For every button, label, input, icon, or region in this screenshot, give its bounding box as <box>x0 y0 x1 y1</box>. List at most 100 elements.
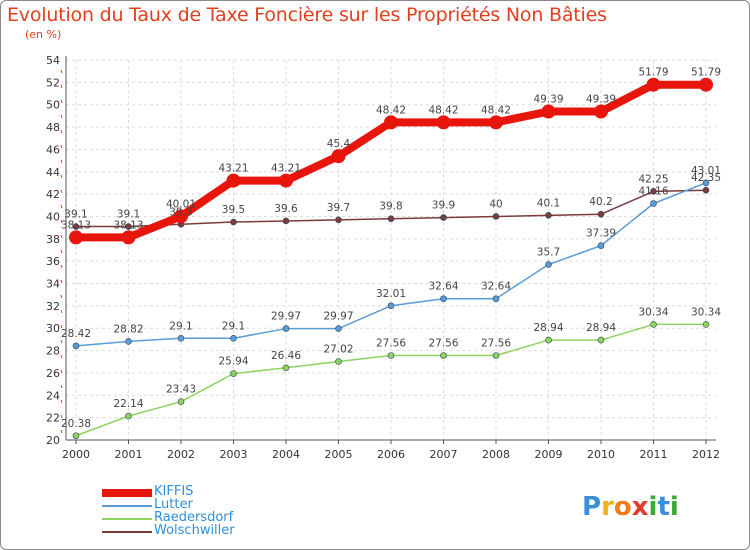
data-label-kiffis: 51.79 <box>638 67 668 79</box>
axis-accent <box>60 189 63 194</box>
axis-accent <box>60 324 63 329</box>
data-label-wolschwiller: 40.1 <box>537 197 560 209</box>
axis-accent <box>60 294 63 299</box>
data-label-raedersdorf: 25.94 <box>218 356 248 368</box>
data-label-kiffis: 43.21 <box>218 163 248 175</box>
logo-letter: o <box>613 492 632 522</box>
data-point-raedersdorf <box>597 336 605 344</box>
axis-accent <box>60 234 63 239</box>
y-tick-label: 32 <box>46 300 60 313</box>
data-point-kiffis <box>279 173 293 188</box>
data-point-lutter <box>492 295 500 303</box>
legend-item-raedersdorf: Raedersdorf <box>102 510 302 527</box>
data-point-lutter <box>177 334 185 342</box>
data-label-raedersdorf: 20.38 <box>61 418 91 430</box>
data-label-wolschwiller: 40.2 <box>589 196 612 208</box>
axis-accent <box>60 429 63 434</box>
data-label-lutter: 28.42 <box>61 328 91 340</box>
y-tick-label: 42 <box>46 188 60 201</box>
legend-swatch <box>102 518 152 520</box>
data-point-wolschwiller <box>597 210 605 218</box>
legend-label: Wolschwiller <box>154 523 235 538</box>
logo-letter: i <box>648 492 658 522</box>
data-label-lutter: 29.1 <box>169 320 192 332</box>
data-label-kiffis: 48.42 <box>428 104 458 116</box>
data-point-raedersdorf <box>72 432 80 440</box>
data-label-kiffis: 38.13 <box>113 219 143 231</box>
data-point-wolschwiller <box>387 215 395 223</box>
data-label-raedersdorf: 26.46 <box>271 350 301 362</box>
data-label-kiffis: 48.42 <box>376 104 406 116</box>
data-label-lutter: 37.39 <box>586 228 616 240</box>
chart-subtitle: (en %) <box>25 28 62 41</box>
data-point-wolschwiller <box>492 213 500 220</box>
axis-accent <box>60 69 63 74</box>
legend-item-wolschwiller: Wolschwiller <box>102 523 302 540</box>
x-tick-label: 2001 <box>115 448 143 461</box>
x-tick-label: 2000 <box>62 448 90 461</box>
axis-accent <box>60 414 63 419</box>
data-point-kiffis <box>646 77 661 92</box>
data-label-wolschwiller: 39.7 <box>327 202 350 214</box>
data-label-raedersdorf: 28.94 <box>533 322 563 334</box>
data-label-kiffis: 45.4 <box>327 138 351 150</box>
data-label-raedersdorf: 30.34 <box>638 306 668 318</box>
data-point-raedersdorf <box>125 412 132 420</box>
data-point-lutter <box>650 200 657 207</box>
data-label-wolschwiller: 39.1 <box>117 209 140 221</box>
y-tick-label: 26 <box>46 367 60 380</box>
axis-accent <box>60 309 63 314</box>
x-tick-label: 2012 <box>692 448 720 461</box>
axis-accent <box>60 219 63 224</box>
data-point-kiffis <box>594 104 608 119</box>
axis-accent <box>60 84 63 89</box>
y-tick-label: 50 <box>46 99 60 112</box>
x-tick-label: 2002 <box>167 448 195 461</box>
y-tick-label: 46 <box>46 143 60 156</box>
axis-accent <box>60 279 63 284</box>
data-point-raedersdorf <box>545 336 552 344</box>
x-tick-label: 2011 <box>640 448 668 461</box>
data-label-lutter: 29.97 <box>323 311 353 323</box>
data-point-wolschwiller <box>440 214 447 221</box>
data-point-raedersdorf <box>387 352 395 359</box>
data-point-raedersdorf <box>492 352 500 359</box>
data-point-wolschwiller <box>72 223 80 230</box>
data-label-kiffis: 48.42 <box>481 104 511 116</box>
data-point-wolschwiller <box>125 223 132 230</box>
data-point-raedersdorf <box>230 370 237 377</box>
data-point-lutter <box>125 338 132 345</box>
legend-swatch <box>102 531 152 533</box>
data-label-raedersdorf: 27.56 <box>481 338 511 350</box>
axis-accent <box>60 114 63 119</box>
y-tick-label: 22 <box>46 412 60 425</box>
x-tick-label: 2007 <box>430 448 458 461</box>
proxiti-logo: Proxiti <box>582 492 679 522</box>
data-point-wolschwiller <box>230 218 237 226</box>
data-label-raedersdorf: 27.02 <box>323 344 353 356</box>
data-point-raedersdorf <box>335 358 342 365</box>
data-point-kiffis <box>331 149 346 164</box>
data-point-wolschwiller <box>282 217 290 225</box>
axis-accent <box>60 339 63 344</box>
data-point-lutter <box>440 295 447 303</box>
legend-swatch <box>102 489 152 497</box>
data-label-wolschwiller: 39.5 <box>222 204 245 216</box>
data-label-raedersdorf: 30.34 <box>691 306 721 318</box>
data-label-lutter: 32.64 <box>428 281 458 293</box>
axis-accent <box>60 99 63 104</box>
legend-item-kiffis: KIFFIS <box>102 484 302 501</box>
y-tick-label: 36 <box>46 255 60 268</box>
y-tick-label: 24 <box>46 389 60 402</box>
axis-accent <box>60 129 63 134</box>
data-label-lutter: 35.7 <box>537 247 560 259</box>
legend-label: Lutter <box>154 497 193 512</box>
data-label-lutter: 43.01 <box>691 165 721 177</box>
data-label-lutter: 41.16 <box>638 186 668 198</box>
data-label-wolschwiller: 42.25 <box>638 173 668 185</box>
data-label-raedersdorf: 27.56 <box>376 338 406 350</box>
data-point-wolschwiller <box>650 188 657 195</box>
axis-accent <box>60 354 63 359</box>
x-tick-label: 2010 <box>587 448 615 461</box>
axis-accent <box>60 204 63 209</box>
